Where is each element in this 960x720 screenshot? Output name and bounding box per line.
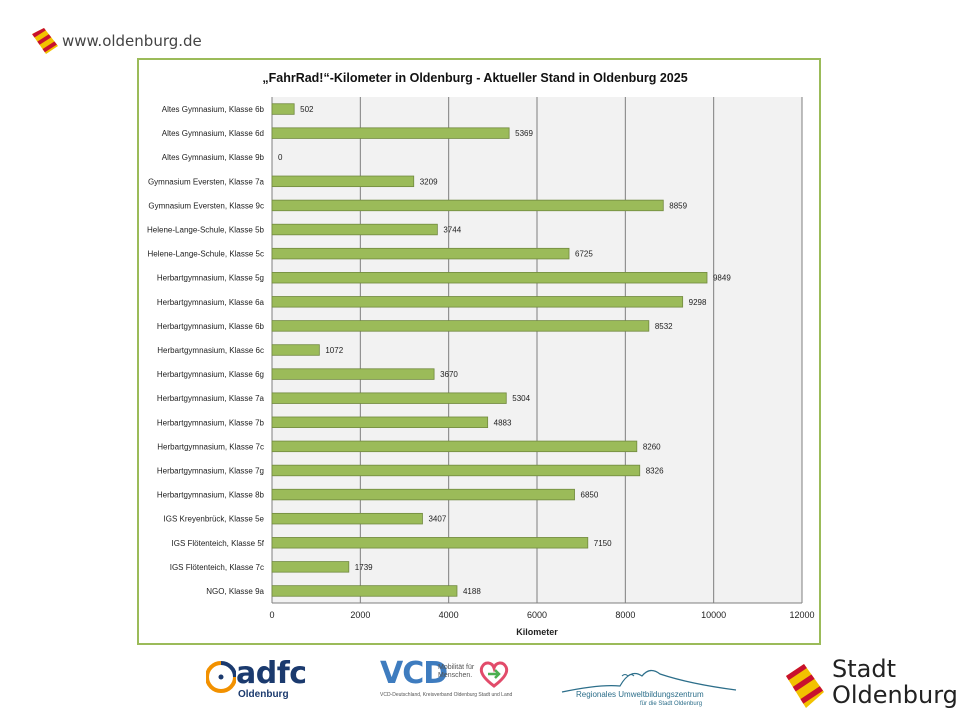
data-label: 6850 [581, 491, 599, 500]
category-label: IGS Flötenteich, Klasse 7c [170, 563, 264, 572]
data-label: 8532 [655, 322, 673, 331]
adfc-logo-text: adfc [236, 656, 307, 691]
stadt-oldenburg-wordmark: Stadt Oldenburg [832, 656, 958, 708]
plot-area: 0 2000 4000 6000 8000 10000 12000 Altes Gymnasi… [147, 97, 815, 620]
data-label: 3670 [440, 370, 458, 379]
vcd-subtitle: VCD-Deutschland, Kreisverband Oldenburg … [380, 692, 513, 698]
category-label: Altes Gymnasium, Klasse 9b [162, 153, 265, 162]
ruz-name: Regionales Umweltbildungszentrum [576, 690, 704, 699]
bar[interactable] [271, 247, 570, 260]
category-label: Altes Gymnasium, Klasse 6b [162, 105, 265, 114]
data-label: 1739 [355, 563, 373, 572]
category-label: Herbartgymnasium, Klasse 7g [157, 466, 264, 475]
x-tick-label: 0 [269, 610, 274, 620]
bar[interactable] [271, 103, 295, 115]
heart-arrow-icon [479, 661, 509, 688]
bar[interactable] [271, 585, 458, 597]
adfc-wheel-icon [206, 661, 236, 693]
category-label: Herbartgymnasium, Klasse 7b [157, 418, 265, 427]
data-label: 0 [278, 153, 283, 162]
category-label: IGS Flötenteich, Klasse 5f [172, 539, 265, 548]
data-label: 3209 [420, 177, 438, 186]
x-tick-label: 8000 [615, 610, 635, 620]
vcd-tagline: Mobilität für Menschen. [438, 664, 475, 679]
data-label: 9849 [713, 274, 731, 283]
data-label: 8859 [669, 201, 687, 210]
bar[interactable] [271, 199, 664, 212]
ruz-logo: Regionales Umweltbildungszentrum für die… [560, 664, 740, 714]
data-label: 8326 [646, 466, 664, 475]
stadt-line-2: Oldenburg [832, 681, 958, 709]
chart-frame: „FahrRad!“-Kilometer in Oldenburg - Aktu… [137, 58, 821, 645]
bar[interactable] [271, 561, 350, 573]
bar[interactable] [271, 512, 423, 525]
category-label: Herbartgymnasium, Klasse 6c [157, 346, 264, 355]
data-label: 6725 [575, 250, 593, 259]
category-label: Herbartgymnasium, Klasse 7c [157, 442, 264, 451]
bar[interactable] [271, 320, 650, 332]
bar-chart: „FahrRad!“-Kilometer in Oldenburg - Aktu… [147, 71, 815, 637]
category-label: Helene-Lange-Schule, Klasse 5b [147, 226, 265, 235]
category-label: Herbartgymnasium, Klasse 6g [157, 370, 264, 379]
stadt-oldenburg-coat-of-arms-icon [786, 664, 824, 708]
bar[interactable] [271, 175, 415, 188]
data-label: 4188 [463, 587, 481, 596]
category-label: Helene-Lange-Schule, Klasse 5c [147, 250, 264, 259]
bar[interactable] [271, 440, 638, 453]
oldenburg-coat-of-arms-icon [32, 28, 58, 54]
bar[interactable] [271, 537, 589, 549]
data-label: 5369 [515, 129, 533, 138]
chart-title: „FahrRad!“-Kilometer in Oldenburg - Aktu… [262, 71, 687, 85]
vcd-logo-text: VCD [380, 656, 448, 691]
partner-logos: adfc Oldenburg VCD Mobilität für Mensche… [0, 650, 960, 720]
x-tick-label: 4000 [439, 610, 459, 620]
ruz-subtitle: für die Stadt Oldenburg [640, 701, 703, 707]
data-label: 3744 [443, 226, 461, 235]
data-label: 7150 [594, 539, 612, 548]
category-label: NGO, Klasse 9a [206, 587, 264, 596]
category-label: Herbartgymnasium, Klasse 6b [157, 322, 265, 331]
bar[interactable] [271, 488, 575, 501]
bird-swoosh-icon [561, 669, 737, 693]
category-label: Gymnasium Eversten, Klasse 9c [148, 201, 264, 210]
category-label: Herbartgymnasium, Klasse 8b [157, 491, 265, 500]
adfc-logo-subtitle: Oldenburg [238, 689, 289, 700]
bar[interactable] [271, 392, 507, 404]
x-tick-label: 12000 [789, 610, 814, 620]
category-label: Gymnasium Eversten, Klasse 7a [148, 177, 265, 186]
data-label: 9298 [689, 298, 707, 307]
bar[interactable] [271, 368, 435, 380]
bar[interactable] [271, 272, 708, 284]
x-tick-label: 2000 [350, 610, 370, 620]
bar[interactable] [271, 127, 510, 139]
bar[interactable] [271, 416, 489, 428]
data-label: 1072 [325, 346, 343, 355]
bar[interactable] [271, 223, 438, 236]
data-label: 5304 [512, 394, 530, 403]
data-label: 4883 [494, 418, 512, 427]
bar[interactable] [271, 344, 320, 356]
category-label: IGS Kreyenbrück, Klasse 5e [164, 515, 265, 524]
bar[interactable] [271, 464, 641, 477]
category-label: Herbartgymnasium, Klasse 5g [157, 274, 264, 283]
data-label: 3407 [428, 515, 446, 524]
x-axis-label: Kilometer [516, 627, 558, 637]
data-label: 502 [300, 105, 314, 114]
category-label: Altes Gymnasium, Klasse 6d [162, 129, 264, 138]
x-tick-label: 10000 [701, 610, 726, 620]
site-url[interactable]: www.oldenburg.de [62, 32, 202, 50]
category-label: Herbartgymnasium, Klasse 7a [157, 394, 265, 403]
category-label: Herbartgymnasium, Klasse 6a [157, 298, 265, 307]
bar[interactable] [271, 296, 684, 308]
stadt-line-1: Stadt [832, 655, 896, 683]
x-tick-label: 6000 [527, 610, 547, 620]
data-label: 8260 [643, 442, 661, 451]
